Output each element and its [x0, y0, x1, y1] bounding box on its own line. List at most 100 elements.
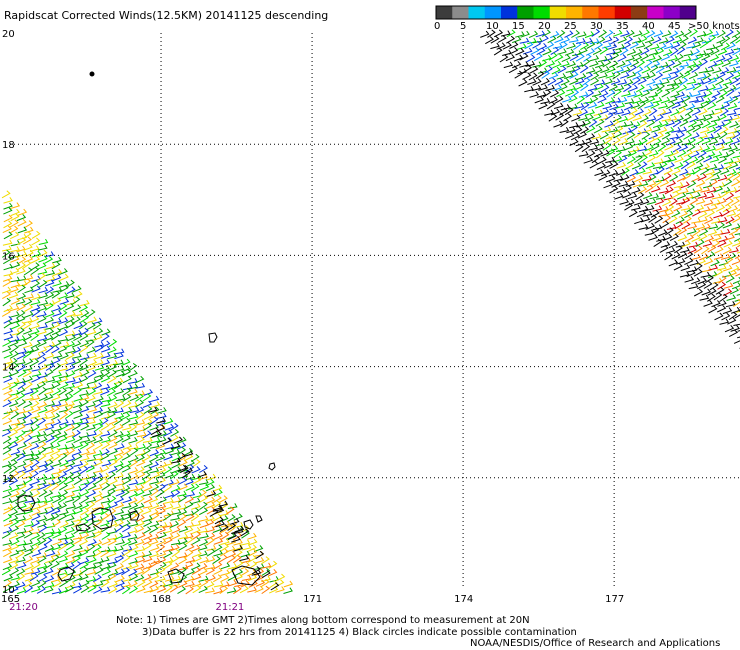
wind-barb [79, 321, 88, 330]
wind-barb [185, 580, 195, 588]
wind-barb [2, 297, 12, 307]
wind-barb [57, 502, 68, 510]
wind-barb [597, 95, 607, 104]
wind-barb [609, 161, 619, 169]
wind-barb [178, 537, 188, 545]
colorbar-swatch [549, 6, 567, 19]
wind-barb [24, 545, 34, 553]
wind-barb [29, 573, 39, 582]
wind-barb [135, 382, 146, 389]
wind-barb [586, 150, 596, 159]
wind-barb [71, 296, 81, 305]
wind-barb [115, 579, 125, 587]
wind-barb [624, 36, 633, 45]
island-outline [167, 568, 185, 584]
wind-barb [15, 335, 26, 342]
wind-barb [727, 168, 737, 177]
wind-barb [122, 400, 132, 408]
wind-barb [79, 489, 90, 497]
wind-barb [736, 310, 740, 313]
wind-barb [51, 418, 62, 427]
wind-barb [609, 185, 619, 194]
wind-barb [44, 423, 55, 431]
wind-barb [717, 174, 728, 182]
wind-barb [58, 303, 68, 312]
wind-barb [31, 304, 41, 312]
wind-barb [261, 556, 270, 565]
wind-barb [623, 120, 634, 127]
wind-barb [604, 136, 613, 145]
wind-barb [212, 555, 221, 565]
wind-barb [682, 154, 692, 163]
wind-barb [10, 261, 21, 269]
wind-barb [3, 465, 13, 474]
wind-barb [558, 83, 568, 91]
wind-barb [50, 560, 60, 569]
wind-barb [121, 453, 131, 461]
wind-barb [45, 262, 56, 270]
wind-barb [648, 91, 658, 98]
wind-barb [92, 539, 103, 547]
wind-barb [142, 430, 152, 439]
wind-barb [86, 489, 97, 498]
wind-barb [16, 315, 26, 323]
wind-barb [86, 401, 96, 408]
wind-barb [2, 291, 11, 300]
island-outline [268, 462, 276, 471]
wind-barb [108, 465, 118, 474]
wind-barb [38, 299, 49, 306]
wind-barb [206, 548, 216, 557]
wind-barb [621, 90, 631, 97]
wind-barb [184, 448, 194, 456]
wind-barb [572, 109, 583, 116]
wind-barb [143, 466, 153, 474]
wind-barb [86, 449, 97, 456]
wind-barb [38, 322, 48, 329]
wind-barb [92, 317, 103, 325]
wind-barb [487, 29, 496, 38]
wind-barb [23, 539, 33, 546]
wind-barb [92, 544, 102, 553]
colorbar-tick-label: 25 [564, 21, 577, 32]
wind-barb [547, 35, 557, 44]
wind-barb [725, 301, 736, 308]
wind-barb [142, 542, 152, 551]
wind-barb [212, 525, 223, 533]
wind-barb [66, 334, 76, 342]
wind-barb [58, 476, 68, 486]
wind-barb [600, 84, 610, 93]
wind-barb [100, 465, 110, 473]
wind-barb [80, 314, 89, 323]
wind-barb [713, 253, 724, 260]
wind-barb [122, 368, 132, 377]
wind-barb [689, 55, 699, 62]
wind-barb [643, 191, 653, 200]
note-line-3: NOAA/NESDIS/Office of Research and Appli… [470, 638, 721, 649]
wind-barb [8, 429, 19, 437]
wind-barb [694, 53, 704, 61]
wind-barb [37, 473, 47, 481]
wind-barb [715, 104, 725, 111]
wind-barb [578, 114, 588, 121]
wind-barb [639, 114, 649, 123]
wind-barb [550, 89, 560, 98]
wind-barb [726, 88, 735, 97]
wind-barb [554, 77, 564, 86]
wind-barb [616, 186, 627, 193]
wind-barb [30, 262, 40, 271]
wind-barb [8, 508, 19, 517]
wind-barb [129, 393, 140, 402]
wind-barb [170, 470, 179, 480]
wind-barb [121, 554, 131, 563]
wind-barb [205, 556, 216, 563]
wind-barb [500, 30, 511, 37]
wind-barb [710, 47, 720, 56]
wind-barb [602, 36, 613, 44]
wind-barb [93, 419, 103, 426]
wind-barb [631, 37, 642, 44]
wind-barb [31, 237, 41, 246]
wind-barb [142, 526, 152, 535]
wind-barb [654, 158, 664, 165]
wind-barb [725, 192, 735, 201]
